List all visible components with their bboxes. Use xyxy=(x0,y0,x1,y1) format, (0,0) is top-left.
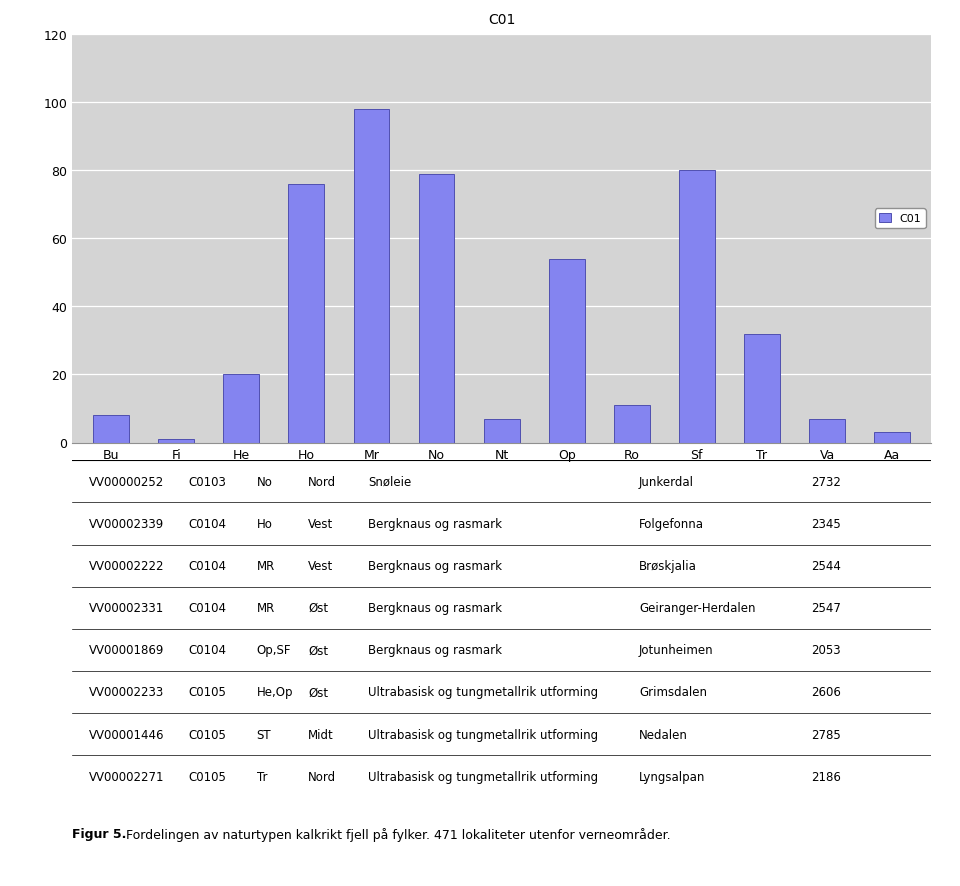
Text: Ho: Ho xyxy=(256,517,273,531)
Text: Nedalen: Nedalen xyxy=(639,727,688,741)
Text: VV00001446: VV00001446 xyxy=(89,727,165,741)
Text: VV00002271: VV00002271 xyxy=(89,770,165,783)
Text: C0104: C0104 xyxy=(188,559,226,572)
Text: Øst: Øst xyxy=(308,602,328,615)
Text: 2785: 2785 xyxy=(811,727,841,741)
Text: Bergknaus og rasmark: Bergknaus og rasmark xyxy=(369,643,502,657)
Title: C01: C01 xyxy=(488,13,516,27)
Text: Tr: Tr xyxy=(256,770,267,783)
Text: Brøskjalia: Brøskjalia xyxy=(639,559,697,572)
Text: VV00001869: VV00001869 xyxy=(89,643,164,657)
Text: 2186: 2186 xyxy=(811,770,841,783)
Text: Midt: Midt xyxy=(308,727,334,741)
Bar xyxy=(549,260,585,443)
Text: 2544: 2544 xyxy=(811,559,841,572)
Text: C0105: C0105 xyxy=(188,770,226,783)
Text: C0104: C0104 xyxy=(188,602,226,615)
Text: Lyngsalpan: Lyngsalpan xyxy=(639,770,706,783)
Bar xyxy=(288,185,324,443)
Text: Op,SF: Op,SF xyxy=(256,643,291,657)
Text: VV00002339: VV00002339 xyxy=(89,517,164,531)
Text: ST: ST xyxy=(256,727,272,741)
Text: Bergknaus og rasmark: Bergknaus og rasmark xyxy=(369,517,502,531)
Text: C0105: C0105 xyxy=(188,686,226,699)
Text: Nord: Nord xyxy=(308,770,336,783)
Bar xyxy=(484,419,519,443)
Text: MR: MR xyxy=(256,559,275,572)
Text: Bergknaus og rasmark: Bergknaus og rasmark xyxy=(369,602,502,615)
Text: Øst: Øst xyxy=(308,643,328,657)
Text: Ultrabasisk og tungmetallrik utforming: Ultrabasisk og tungmetallrik utforming xyxy=(369,727,598,741)
Text: C0104: C0104 xyxy=(188,517,226,531)
Bar xyxy=(613,406,650,443)
Text: C0104: C0104 xyxy=(188,643,226,657)
Text: Jotunheimen: Jotunheimen xyxy=(639,643,713,657)
Text: Øst: Øst xyxy=(308,686,328,699)
Bar xyxy=(744,334,780,443)
Text: Vest: Vest xyxy=(308,517,333,531)
Text: 2053: 2053 xyxy=(811,643,841,657)
Bar xyxy=(419,175,454,443)
Text: Bergknaus og rasmark: Bergknaus og rasmark xyxy=(369,559,502,572)
Text: 2606: 2606 xyxy=(811,686,841,699)
Text: He,Op: He,Op xyxy=(256,686,293,699)
Bar xyxy=(93,416,129,443)
Bar xyxy=(158,439,194,443)
Bar xyxy=(224,375,259,443)
Text: VV00000252: VV00000252 xyxy=(89,475,164,488)
Text: Fordelingen av naturtypen kalkrikt fjell på fylker. 471 lokaliteter utenfor vern: Fordelingen av naturtypen kalkrikt fjell… xyxy=(122,828,670,842)
Text: VV00002331: VV00002331 xyxy=(89,602,164,615)
Bar xyxy=(875,433,910,443)
Bar xyxy=(809,419,845,443)
Text: Snøleie: Snøleie xyxy=(369,475,412,488)
Bar xyxy=(679,171,715,443)
Text: No: No xyxy=(256,475,273,488)
Text: VV00002233: VV00002233 xyxy=(89,686,164,699)
Text: VV00002222: VV00002222 xyxy=(89,559,165,572)
Text: Ultrabasisk og tungmetallrik utforming: Ultrabasisk og tungmetallrik utforming xyxy=(369,686,598,699)
Text: Grimsdalen: Grimsdalen xyxy=(639,686,708,699)
Text: MR: MR xyxy=(256,602,275,615)
Text: Junkerdal: Junkerdal xyxy=(639,475,694,488)
Text: Figur 5.: Figur 5. xyxy=(72,828,127,841)
Text: Folgefonna: Folgefonna xyxy=(639,517,704,531)
Bar xyxy=(353,110,390,443)
Text: Nord: Nord xyxy=(308,475,336,488)
Legend: C01: C01 xyxy=(875,209,925,229)
Text: Ultrabasisk og tungmetallrik utforming: Ultrabasisk og tungmetallrik utforming xyxy=(369,770,598,783)
Text: 2345: 2345 xyxy=(811,517,841,531)
Text: Geiranger-Herdalen: Geiranger-Herdalen xyxy=(639,602,756,615)
Text: C0105: C0105 xyxy=(188,727,226,741)
Text: Vest: Vest xyxy=(308,559,333,572)
Text: 2547: 2547 xyxy=(811,602,841,615)
Text: 2732: 2732 xyxy=(811,475,841,488)
Text: C0103: C0103 xyxy=(188,475,226,488)
